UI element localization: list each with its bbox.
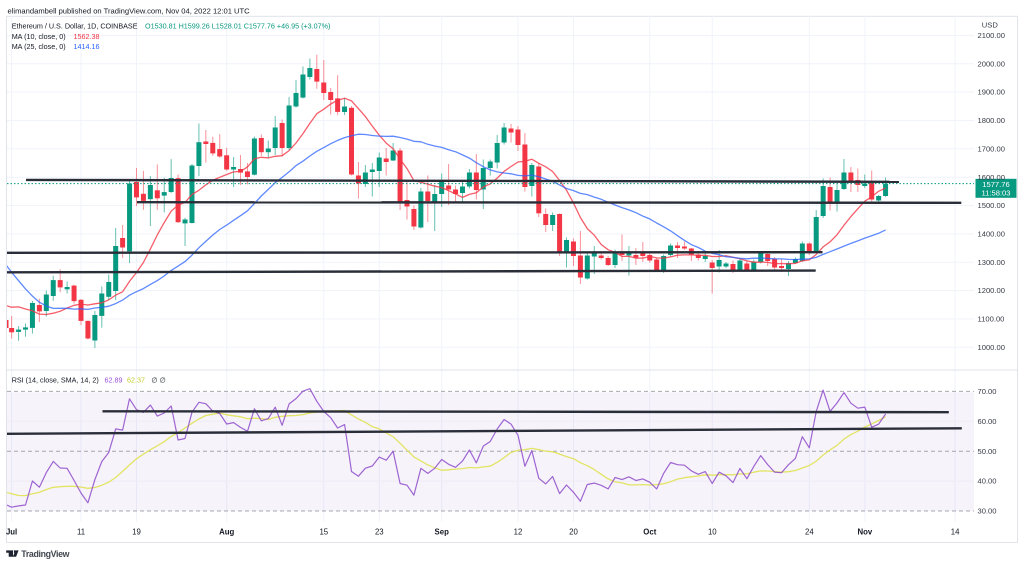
svg-text:MA (25, close, 0): MA (25, close, 0) bbox=[12, 42, 66, 51]
svg-text:10: 10 bbox=[708, 527, 717, 536]
svg-text:62.37: 62.37 bbox=[127, 376, 145, 385]
svg-text:11: 11 bbox=[77, 527, 85, 536]
svg-text:24: 24 bbox=[805, 527, 814, 536]
svg-text:Jul: Jul bbox=[6, 527, 17, 536]
svg-text:1577.76: 1577.76 bbox=[982, 180, 1009, 189]
svg-text:30.00: 30.00 bbox=[978, 507, 997, 516]
svg-text:2000.00: 2000.00 bbox=[978, 59, 1005, 68]
svg-text:1400.00: 1400.00 bbox=[978, 230, 1005, 239]
svg-text:1600.00: 1600.00 bbox=[978, 173, 1005, 182]
svg-text:Ethereum / U.S. Dollar, 1D, CO: Ethereum / U.S. Dollar, 1D, COINBASE bbox=[12, 21, 138, 30]
svg-text:1100.00: 1100.00 bbox=[978, 315, 1005, 324]
svg-text:Oct: Oct bbox=[643, 527, 656, 536]
svg-text:20: 20 bbox=[569, 527, 578, 536]
svg-text:1562.38: 1562.38 bbox=[74, 32, 100, 41]
svg-text:MA (10, close, 0): MA (10, close, 0) bbox=[12, 32, 66, 41]
svg-text:1300.00: 1300.00 bbox=[978, 258, 1005, 267]
svg-text:15: 15 bbox=[319, 527, 328, 536]
svg-text:1500.00: 1500.00 bbox=[978, 201, 1005, 210]
svg-text:Aug: Aug bbox=[219, 527, 234, 536]
svg-text:12: 12 bbox=[514, 527, 523, 536]
svg-text:23: 23 bbox=[375, 527, 384, 536]
svg-text:14: 14 bbox=[951, 527, 960, 536]
svg-text:USD: USD bbox=[982, 20, 999, 29]
svg-text:TradingView: TradingView bbox=[21, 549, 69, 559]
svg-text:19: 19 bbox=[132, 527, 141, 536]
svg-text:1900.00: 1900.00 bbox=[978, 88, 1005, 97]
svg-text:70.00: 70.00 bbox=[978, 387, 997, 396]
svg-text:Nov: Nov bbox=[858, 527, 873, 536]
svg-text:60.00: 60.00 bbox=[978, 417, 997, 426]
svg-text:40.00: 40.00 bbox=[978, 477, 997, 486]
svg-text:62.89: 62.89 bbox=[105, 376, 123, 385]
svg-text:RSI (14, close, SMA, 14, 2): RSI (14, close, SMA, 14, 2) bbox=[12, 376, 99, 385]
svg-text:1200.00: 1200.00 bbox=[978, 286, 1005, 295]
svg-text:11:58:03: 11:58:03 bbox=[982, 189, 1011, 198]
svg-text:O1530.81 H1599.26 L1528.01 C15: O1530.81 H1599.26 L1528.01 C1577.76 +46.… bbox=[145, 21, 330, 30]
svg-text:1700.00: 1700.00 bbox=[978, 144, 1005, 153]
svg-text:50.00: 50.00 bbox=[978, 447, 997, 456]
svg-text:1000.00: 1000.00 bbox=[978, 343, 1005, 352]
svg-text:1800.00: 1800.00 bbox=[978, 116, 1005, 125]
svg-text:Sep: Sep bbox=[435, 527, 450, 536]
svg-text:∅ ∅: ∅ ∅ bbox=[151, 376, 166, 385]
svg-text:1414.16: 1414.16 bbox=[74, 42, 100, 51]
svg-text:2100.00: 2100.00 bbox=[978, 31, 1005, 40]
svg-text:elimandambell published on Tra: elimandambell published on TradingView.c… bbox=[8, 6, 251, 15]
